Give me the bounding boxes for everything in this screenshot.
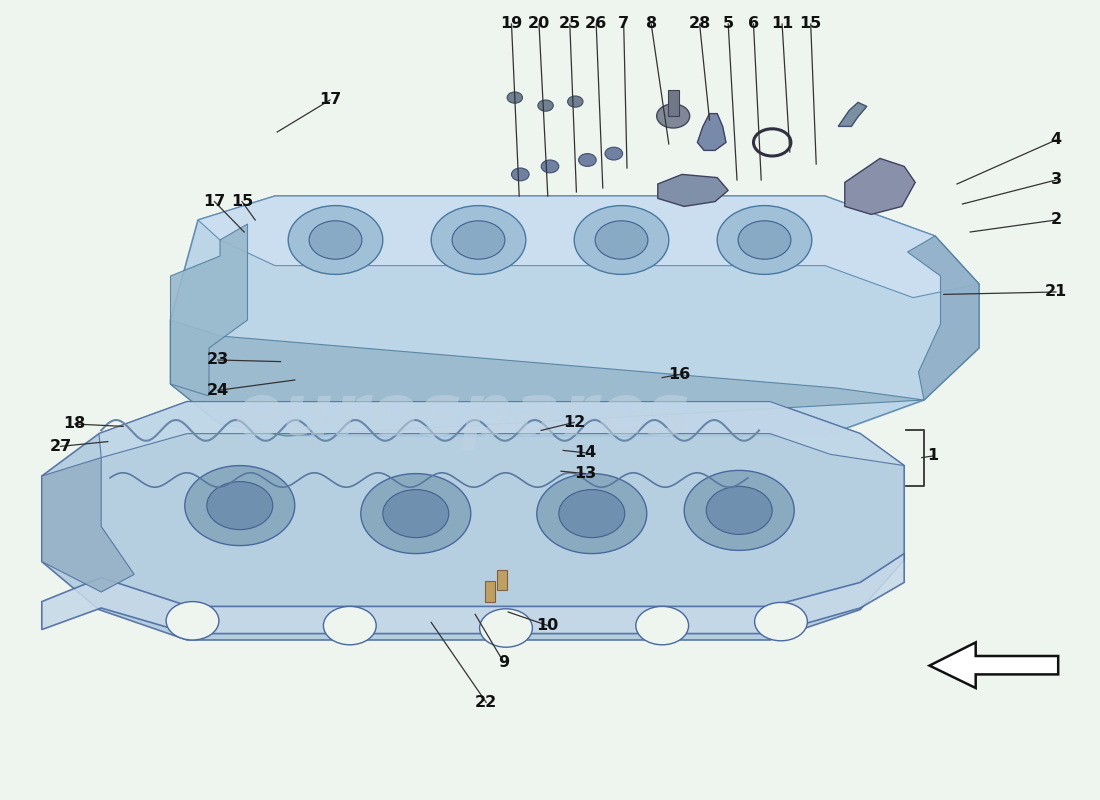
Circle shape — [480, 609, 532, 647]
Text: 15: 15 — [800, 17, 822, 31]
Text: 3: 3 — [1050, 173, 1062, 187]
Text: 1: 1 — [927, 449, 938, 463]
Circle shape — [579, 154, 596, 166]
Circle shape — [684, 470, 794, 550]
Text: 14: 14 — [574, 446, 596, 460]
Polygon shape — [198, 196, 979, 298]
Polygon shape — [170, 196, 979, 436]
Circle shape — [431, 206, 526, 274]
Circle shape — [717, 206, 812, 274]
Circle shape — [538, 100, 553, 111]
Text: 12: 12 — [563, 415, 585, 430]
Text: 26: 26 — [585, 17, 607, 31]
Text: eurospares: eurospares — [233, 382, 691, 450]
Circle shape — [383, 490, 449, 538]
Circle shape — [559, 490, 625, 538]
Bar — [485, 581, 495, 602]
Circle shape — [185, 466, 295, 546]
Polygon shape — [845, 158, 915, 214]
Text: 18: 18 — [64, 417, 86, 431]
Text: 4: 4 — [1050, 133, 1062, 147]
Circle shape — [636, 606, 689, 645]
Circle shape — [541, 160, 559, 173]
Polygon shape — [838, 102, 867, 126]
Circle shape — [507, 92, 522, 103]
Text: 13: 13 — [574, 466, 596, 481]
Polygon shape — [170, 320, 924, 436]
Polygon shape — [930, 642, 1058, 688]
Circle shape — [537, 474, 647, 554]
Circle shape — [755, 602, 807, 641]
Text: 9: 9 — [498, 655, 509, 670]
Text: 20: 20 — [528, 17, 550, 31]
Text: 7: 7 — [618, 17, 629, 31]
Circle shape — [706, 486, 772, 534]
Text: 28: 28 — [689, 17, 711, 31]
Circle shape — [166, 602, 219, 640]
Text: 17: 17 — [204, 194, 226, 209]
Text: 25: 25 — [559, 17, 581, 31]
Text: 22: 22 — [475, 695, 497, 710]
Text: 17: 17 — [319, 93, 341, 107]
Text: 27: 27 — [50, 439, 72, 454]
Bar — [497, 570, 507, 590]
Text: 23: 23 — [207, 353, 229, 367]
Circle shape — [361, 474, 471, 554]
Text: 5: 5 — [723, 17, 734, 31]
Polygon shape — [99, 402, 904, 466]
Text: 6: 6 — [748, 17, 759, 31]
Polygon shape — [170, 224, 248, 396]
Text: 16: 16 — [669, 367, 691, 382]
Circle shape — [512, 168, 529, 181]
Bar — [668, 90, 679, 116]
Polygon shape — [908, 236, 979, 400]
Circle shape — [657, 104, 690, 128]
Text: 2: 2 — [1050, 213, 1062, 227]
Circle shape — [574, 206, 669, 274]
Circle shape — [288, 206, 383, 274]
Text: 10: 10 — [537, 618, 559, 633]
Circle shape — [452, 221, 505, 259]
Text: 19: 19 — [500, 17, 522, 31]
Circle shape — [568, 96, 583, 107]
Text: 11: 11 — [771, 17, 793, 31]
Text: 15: 15 — [231, 194, 253, 209]
Text: 8: 8 — [646, 17, 657, 31]
Polygon shape — [697, 114, 726, 150]
Text: 21: 21 — [1045, 285, 1067, 299]
Polygon shape — [42, 554, 904, 634]
Text: 24: 24 — [207, 383, 229, 398]
Polygon shape — [658, 174, 728, 206]
Polygon shape — [42, 458, 134, 592]
Circle shape — [595, 221, 648, 259]
Circle shape — [207, 482, 273, 530]
Polygon shape — [42, 402, 904, 640]
Circle shape — [309, 221, 362, 259]
Circle shape — [605, 147, 623, 160]
Circle shape — [323, 606, 376, 645]
Circle shape — [738, 221, 791, 259]
